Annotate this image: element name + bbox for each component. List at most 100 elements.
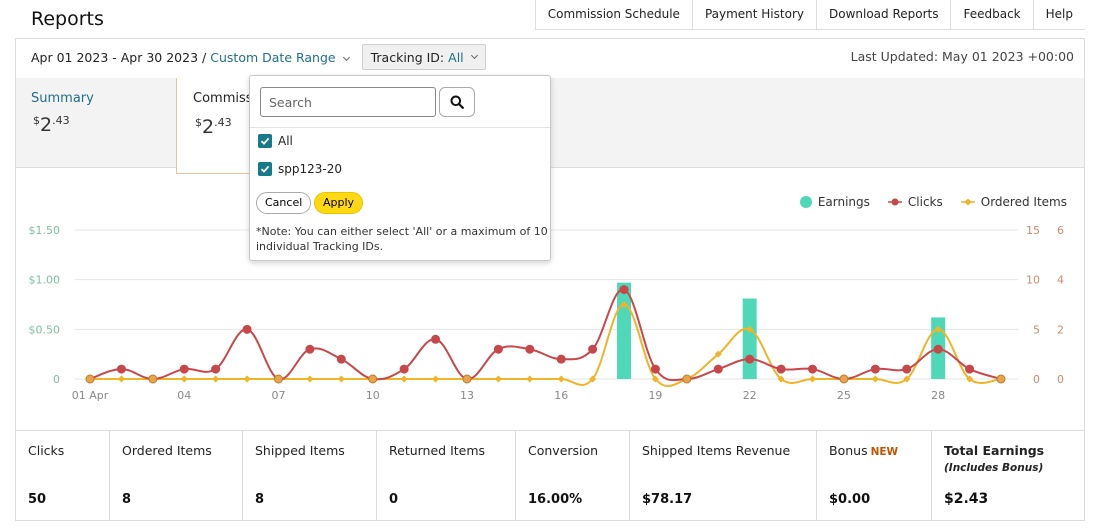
stat-ordered-items: Ordered Items 8: [110, 431, 243, 521]
stat-clicks: Clicks 50: [16, 431, 110, 521]
chevron-down-icon: [342, 53, 350, 61]
date-separator: /: [202, 49, 207, 65]
y-tick-items: 6: [1057, 224, 1064, 237]
nav-payment-history[interactable]: Payment History: [691, 0, 816, 29]
tracking-id-dropdown[interactable]: Tracking ID: All: [361, 44, 486, 70]
x-tick-label: 04: [177, 389, 191, 402]
y-tick-items: 0: [1057, 373, 1064, 386]
x-tick-label: 25: [837, 389, 851, 402]
y-tick-earnings: $1.50: [29, 224, 61, 237]
nav-help[interactable]: Help: [1032, 0, 1085, 29]
tab-summary[interactable]: Summary $2.43: [16, 78, 176, 168]
search-button[interactable]: [439, 87, 475, 117]
tracking-id-label: Tracking ID:: [370, 49, 445, 65]
ordered-items-point: [589, 375, 597, 383]
clicks-point: [713, 364, 723, 374]
ordered-items-point: [809, 375, 817, 383]
nav-download-reports[interactable]: Download Reports: [815, 0, 951, 29]
clicks-point: [902, 364, 912, 374]
ordered-items-point: [243, 375, 251, 383]
ordered-items-point: [966, 375, 974, 383]
stat-returned-items: Returned Items 0: [377, 431, 516, 521]
y-tick-items: 2: [1057, 323, 1064, 336]
ordered-items-point: [651, 375, 659, 383]
report-panel: [15, 38, 1085, 521]
x-tick-label: 19: [648, 389, 662, 402]
search-icon: [450, 95, 464, 109]
chevron-down-icon: [470, 51, 478, 59]
clicks-point: [619, 285, 629, 295]
x-tick-label: 28: [931, 389, 945, 402]
x-tick-label: 16: [554, 389, 568, 402]
clicks-point: [965, 364, 975, 374]
ordered-items-point: [934, 325, 942, 333]
filter-bar: Apr 01 2023 - Apr 30 2023 / Custom Date …: [31, 44, 486, 70]
apply-button[interactable]: Apply: [314, 192, 364, 214]
clicks-point: [116, 364, 126, 374]
x-tick-label: 22: [743, 389, 757, 402]
ordered-items-point: [526, 375, 534, 383]
y-tick-earnings: $1.00: [29, 274, 61, 287]
x-tick-label: 07: [271, 389, 285, 402]
checkbox-checked-icon[interactable]: [258, 134, 272, 148]
stat-shipped-revenue: Shipped Items Revenue $78.17: [630, 431, 817, 521]
earnings-chart: $1.50 15 6 $1.00 10 4 $0.50 5 2 0 0 0 01 Apr 04 07 10 13…: [29, 224, 1065, 402]
ordered-items-point: [180, 375, 188, 383]
earnings-bar: [617, 282, 632, 379]
ordered-items-point: [746, 325, 754, 333]
clicks-point: [211, 364, 221, 374]
chart-legend: Earnings Clicks Ordered Items: [782, 195, 1067, 209]
nav-feedback[interactable]: Feedback: [950, 0, 1032, 29]
new-badge: NEW: [870, 446, 899, 458]
clicks-point: [682, 374, 692, 384]
legend-ordered-items[interactable]: Ordered Items: [960, 195, 1067, 209]
option-label: spp123-20: [278, 162, 342, 176]
nav-commission-schedule[interactable]: Commission Schedule: [534, 0, 692, 29]
clicks-point: [493, 344, 503, 354]
clicks-point: [368, 374, 378, 384]
y-tick-clicks: 15: [1026, 224, 1040, 237]
clicks-point: [336, 354, 346, 364]
tracking-search-input[interactable]: [260, 87, 436, 117]
page-title: Reports: [31, 8, 104, 30]
y-tick-clicks: 0: [1033, 373, 1040, 386]
option-label: All: [278, 134, 293, 148]
custom-date-range-link[interactable]: Custom Date Range: [210, 50, 350, 65]
option-spp123-20[interactable]: spp123-20: [258, 162, 342, 176]
stats-row: Clicks 50 Ordered Items 8 Shipped Items …: [16, 430, 1084, 521]
clicks-point: [85, 374, 95, 384]
x-tick-label: 10: [366, 389, 380, 402]
clicks-point: [556, 354, 566, 364]
clicks-point: [588, 344, 598, 354]
tracking-id-popover: All spp123-20 Cancel Apply *Note: You ca…: [249, 75, 551, 261]
ordered-items-point: [777, 375, 785, 383]
clicks-point: [745, 354, 755, 364]
clicks-point: [273, 374, 283, 384]
clicks-point: [870, 364, 880, 374]
y-tick-earnings: $0.50: [29, 323, 61, 336]
y-tick-clicks: 5: [1033, 323, 1040, 336]
y-tick-clicks: 10: [1026, 274, 1040, 287]
clicks-point: [525, 344, 535, 354]
legend-earnings[interactable]: Earnings: [799, 195, 870, 209]
ordered-items-point: [117, 375, 125, 383]
ordered-items-point: [306, 375, 314, 383]
clicks-point: [808, 364, 818, 374]
tab-commissions-value: $2.43: [195, 116, 232, 138]
legend-clicks[interactable]: Clicks: [887, 195, 943, 209]
y-tick-earnings: 0: [53, 373, 60, 386]
top-nav: Commission Schedule Payment History Down…: [534, 0, 1085, 30]
option-all[interactable]: All: [258, 134, 293, 148]
clicks-point: [650, 364, 660, 374]
tracking-note: *Note: You can either select 'All' or a …: [256, 225, 548, 253]
earnings-bar: [742, 298, 757, 379]
stat-total-earnings: Total Earnings (Includes Bonus) $2.43: [944, 443, 1045, 507]
clicks-point: [431, 334, 441, 344]
stat-conversion: Conversion 16.00%: [516, 431, 630, 521]
clicks-point: [305, 344, 315, 354]
checkbox-checked-icon[interactable]: [258, 162, 272, 176]
cancel-button[interactable]: Cancel: [256, 192, 312, 214]
ordered-items-point: [494, 375, 502, 383]
clicks-line: [89, 288, 1002, 382]
ordered-items-line: [90, 303, 1002, 388]
